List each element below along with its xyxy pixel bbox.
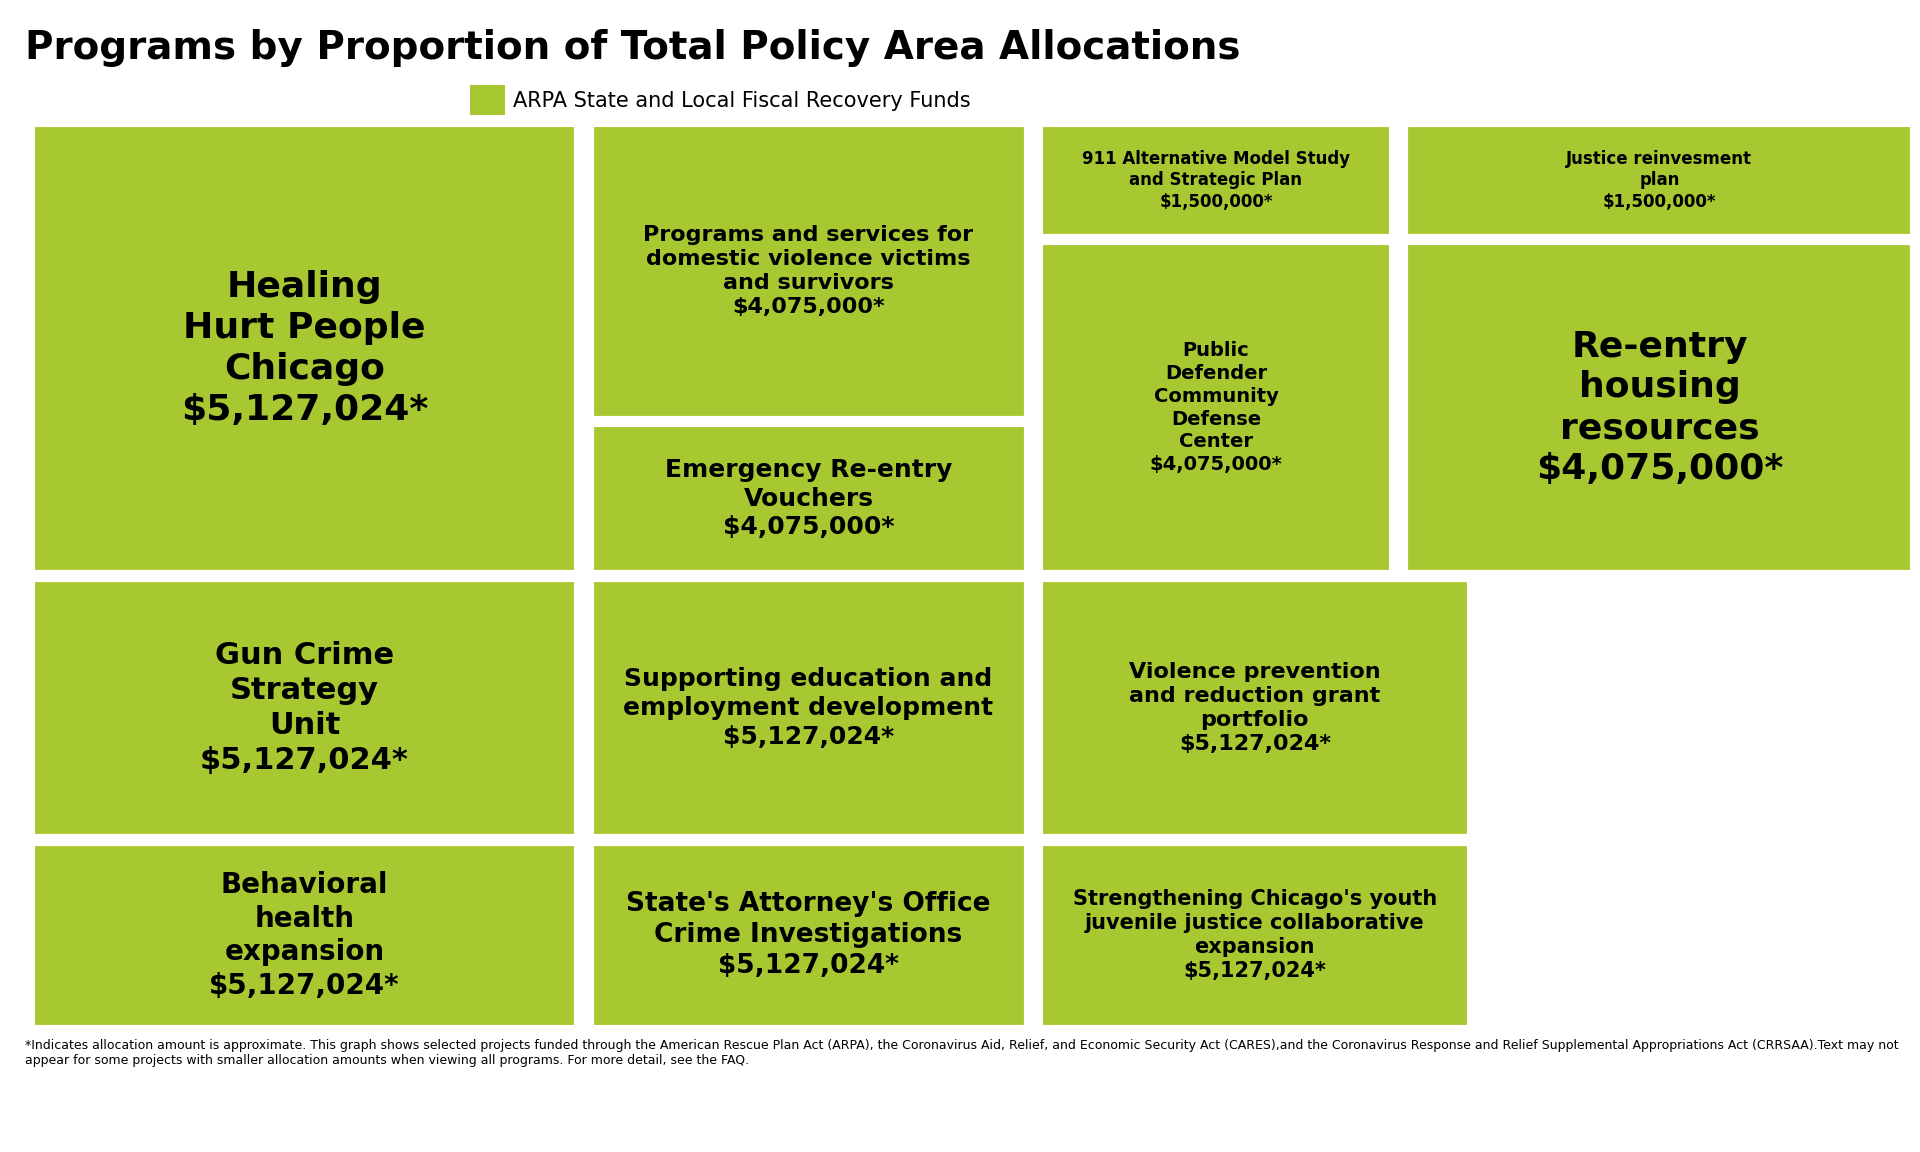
Text: State's Attorney's Office
Crime Investigations
$5,127,024*: State's Attorney's Office Crime Investig… — [626, 892, 991, 979]
Text: Healing
Hurt People
Chicago
$5,127,024*: Healing Hurt People Chicago $5,127,024* — [180, 271, 428, 426]
FancyBboxPatch shape — [591, 425, 1025, 573]
FancyBboxPatch shape — [33, 579, 576, 836]
FancyBboxPatch shape — [1407, 243, 1912, 573]
Text: Emergency Re-entry
Vouchers
$4,075,000*: Emergency Re-entry Vouchers $4,075,000* — [664, 457, 952, 539]
Text: *Indicates allocation amount is approximate. This graph shows selected projects : *Indicates allocation amount is approxim… — [25, 1039, 1899, 1067]
Text: Strengthening Chicago's youth
juvenile justice collaborative
expansion
$5,127,02: Strengthening Chicago's youth juvenile j… — [1073, 889, 1436, 982]
Text: Public
Defender
Community
Defense
Center
$4,075,000*: Public Defender Community Defense Center… — [1150, 341, 1283, 473]
Text: Programs by Proportion of Total Policy Area Allocations: Programs by Proportion of Total Policy A… — [25, 29, 1240, 67]
Text: Violence prevention
and reduction grant
portfolio
$5,127,024*: Violence prevention and reduction grant … — [1129, 662, 1380, 753]
FancyBboxPatch shape — [1041, 124, 1392, 236]
Text: Gun Crime
Strategy
Unit
$5,127,024*: Gun Crime Strategy Unit $5,127,024* — [200, 642, 409, 774]
FancyBboxPatch shape — [1041, 243, 1392, 573]
FancyBboxPatch shape — [33, 124, 576, 573]
Text: Re-entry
housing
resources
$4,075,000*: Re-entry housing resources $4,075,000* — [1536, 329, 1784, 486]
FancyBboxPatch shape — [591, 124, 1025, 418]
Text: Justice reinvesment
plan
$1,500,000*: Justice reinvesment plan $1,500,000* — [1567, 150, 1753, 211]
Text: Supporting education and
employment development
$5,127,024*: Supporting education and employment deve… — [624, 667, 995, 749]
Text: ARPA State and Local Fiscal Recovery Funds: ARPA State and Local Fiscal Recovery Fun… — [513, 91, 970, 112]
FancyBboxPatch shape — [33, 843, 576, 1028]
FancyBboxPatch shape — [1041, 579, 1469, 836]
Text: Behavioral
health
expansion
$5,127,024*: Behavioral health expansion $5,127,024* — [209, 871, 399, 1000]
Text: Programs and services for
domestic violence victims
and survivors
$4,075,000*: Programs and services for domestic viole… — [643, 225, 973, 317]
FancyBboxPatch shape — [591, 843, 1025, 1028]
FancyBboxPatch shape — [591, 579, 1025, 836]
Text: 911 Alternative Model Study
and Strategic Plan
$1,500,000*: 911 Alternative Model Study and Strategi… — [1083, 150, 1350, 211]
FancyBboxPatch shape — [1041, 843, 1469, 1028]
FancyBboxPatch shape — [1407, 124, 1912, 236]
